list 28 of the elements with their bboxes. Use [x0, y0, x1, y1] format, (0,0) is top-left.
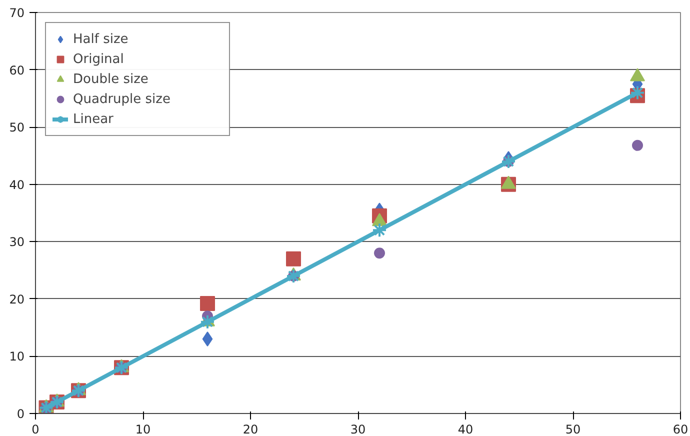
- point: [630, 85, 645, 100]
- point: [632, 140, 643, 151]
- y-tick-label: 30: [9, 235, 25, 250]
- point: [374, 248, 385, 259]
- x-tick-label: 10: [135, 422, 151, 436]
- legend-label: Quadruple size: [73, 92, 172, 106]
- x-tick-label: 0: [32, 422, 40, 436]
- point: [372, 222, 387, 238]
- legend-label: Original: [73, 52, 125, 66]
- x-tick-label: 60: [672, 422, 688, 436]
- y-tick-label: 0: [16, 407, 25, 421]
- point: [200, 296, 215, 312]
- y-tick-label: 70: [9, 6, 25, 20]
- point: [202, 332, 213, 347]
- point: [286, 251, 301, 266]
- y-tick-label: 40: [9, 178, 25, 192]
- legend-label: Linear: [73, 112, 114, 126]
- x-tick-label: 40: [458, 422, 474, 436]
- y-tick-label: 10: [9, 350, 25, 364]
- legend-label: Double size: [73, 72, 150, 86]
- x-tick-label: 20: [242, 422, 258, 436]
- legend-label: Half size: [73, 32, 130, 46]
- x-tick-label: 50: [565, 422, 581, 436]
- x-tick-label: 30: [350, 422, 366, 436]
- y-tick-label: 60: [9, 63, 25, 78]
- y-tick-label: 50: [9, 120, 25, 135]
- y-tick-label: 20: [9, 292, 25, 306]
- point: [200, 314, 215, 330]
